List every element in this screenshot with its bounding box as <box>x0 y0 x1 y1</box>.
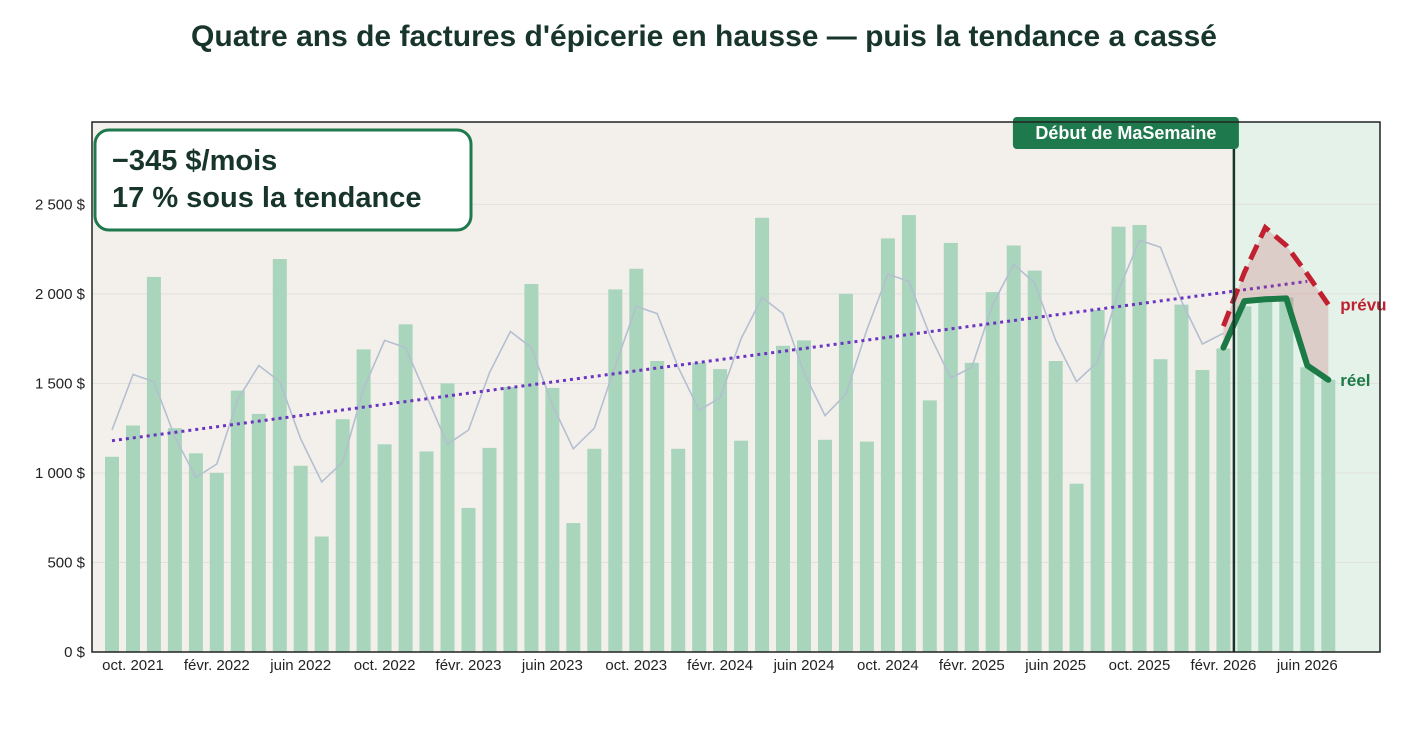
bar <box>797 340 811 652</box>
x-tick-label: juin 2022 <box>269 657 331 674</box>
x-tick-label: oct. 2023 <box>605 657 667 674</box>
bar <box>734 440 749 652</box>
x-tick-label: oct. 2021 <box>102 657 164 674</box>
bar <box>251 413 266 652</box>
bar <box>545 387 560 652</box>
y-tick-label: 2 000 $ <box>35 286 86 303</box>
bar <box>985 292 1000 652</box>
x-tick-label: févr. 2023 <box>436 657 502 674</box>
bar <box>314 536 329 652</box>
series-label-actual: réel <box>1340 371 1370 390</box>
x-tick-label: juin 2023 <box>521 657 583 674</box>
y-tick-label: 0 $ <box>64 644 86 661</box>
bar <box>1048 361 1063 652</box>
bar <box>230 390 245 652</box>
bar <box>629 268 644 652</box>
launch-marker-badge <box>1012 117 1239 149</box>
annotation-percent: 17 % sous la tendance <box>112 182 421 214</box>
x-tick-label: oct. 2024 <box>857 657 919 674</box>
plot-frame <box>91 121 1381 653</box>
y-tick-label: 500 $ <box>47 554 85 571</box>
bar <box>482 447 497 652</box>
bar <box>126 425 140 652</box>
bar <box>1300 367 1315 652</box>
bar <box>964 362 979 652</box>
bar <box>1027 270 1042 652</box>
bar <box>419 451 434 652</box>
y-tick-label: 1 500 $ <box>35 375 86 392</box>
annotation-savings: −345 $/mois <box>112 145 277 177</box>
y-tick-label: 1 000 $ <box>35 465 86 482</box>
bar <box>922 400 937 652</box>
bar <box>1153 359 1168 652</box>
bar <box>461 507 476 652</box>
bar <box>1237 306 1252 652</box>
bar <box>503 387 518 652</box>
series-label-forecast: prévu <box>1340 296 1386 315</box>
bar <box>209 472 224 652</box>
bar <box>608 289 623 652</box>
bar <box>146 276 161 652</box>
bar <box>1006 245 1021 652</box>
bar <box>859 441 874 652</box>
seasonal-line <box>111 239 1224 484</box>
bar <box>692 362 707 652</box>
bar <box>1216 348 1231 652</box>
bar <box>1069 483 1084 652</box>
bar <box>838 293 853 652</box>
bar <box>293 465 308 652</box>
x-tick-label: juin 2024 <box>773 657 835 674</box>
bar <box>377 444 392 652</box>
bar <box>713 369 728 652</box>
bar <box>1321 379 1336 652</box>
bar <box>1111 226 1126 652</box>
x-tick-label: oct. 2022 <box>354 657 416 674</box>
bar <box>524 284 539 652</box>
bar <box>398 324 413 652</box>
bar <box>566 523 581 652</box>
bar <box>1174 304 1189 652</box>
annotation-box <box>93 128 473 232</box>
bar <box>1132 225 1147 652</box>
x-tick-label: juin 2026 <box>1276 657 1338 674</box>
actual-line <box>1220 295 1332 383</box>
x-tick-label: févr. 2024 <box>687 657 753 674</box>
x-tick-label: févr. 2026 <box>1190 657 1256 674</box>
bar <box>335 419 350 652</box>
x-tick-label: févr. 2022 <box>184 657 250 674</box>
x-tick-label: juin 2025 <box>1024 657 1086 674</box>
chart-title: Quatre ans de factures d'épicerie en hau… <box>191 20 1217 53</box>
bar <box>105 456 119 652</box>
bar <box>880 238 895 652</box>
bar <box>755 217 770 653</box>
y-tick-label: 2 500 $ <box>35 196 86 213</box>
bar <box>1258 299 1273 652</box>
x-tick-label: oct. 2025 <box>1109 657 1171 674</box>
bar <box>1195 370 1210 652</box>
bar <box>167 428 182 652</box>
bar <box>901 215 916 652</box>
launch-marker-label: Début de MaSemaine <box>1035 123 1216 143</box>
bar <box>943 242 958 652</box>
bar <box>356 349 371 652</box>
bar <box>587 448 602 652</box>
bar <box>650 361 665 652</box>
bar <box>671 448 686 652</box>
bar <box>272 259 287 652</box>
trend-line <box>111 279 1308 443</box>
x-tick-label: févr. 2025 <box>939 657 1005 674</box>
bar <box>1090 310 1105 652</box>
bar <box>776 345 790 652</box>
bar <box>440 383 455 652</box>
bar <box>188 453 203 653</box>
forecast-line <box>1221 223 1331 328</box>
bar <box>1279 297 1294 652</box>
bar <box>818 439 832 652</box>
